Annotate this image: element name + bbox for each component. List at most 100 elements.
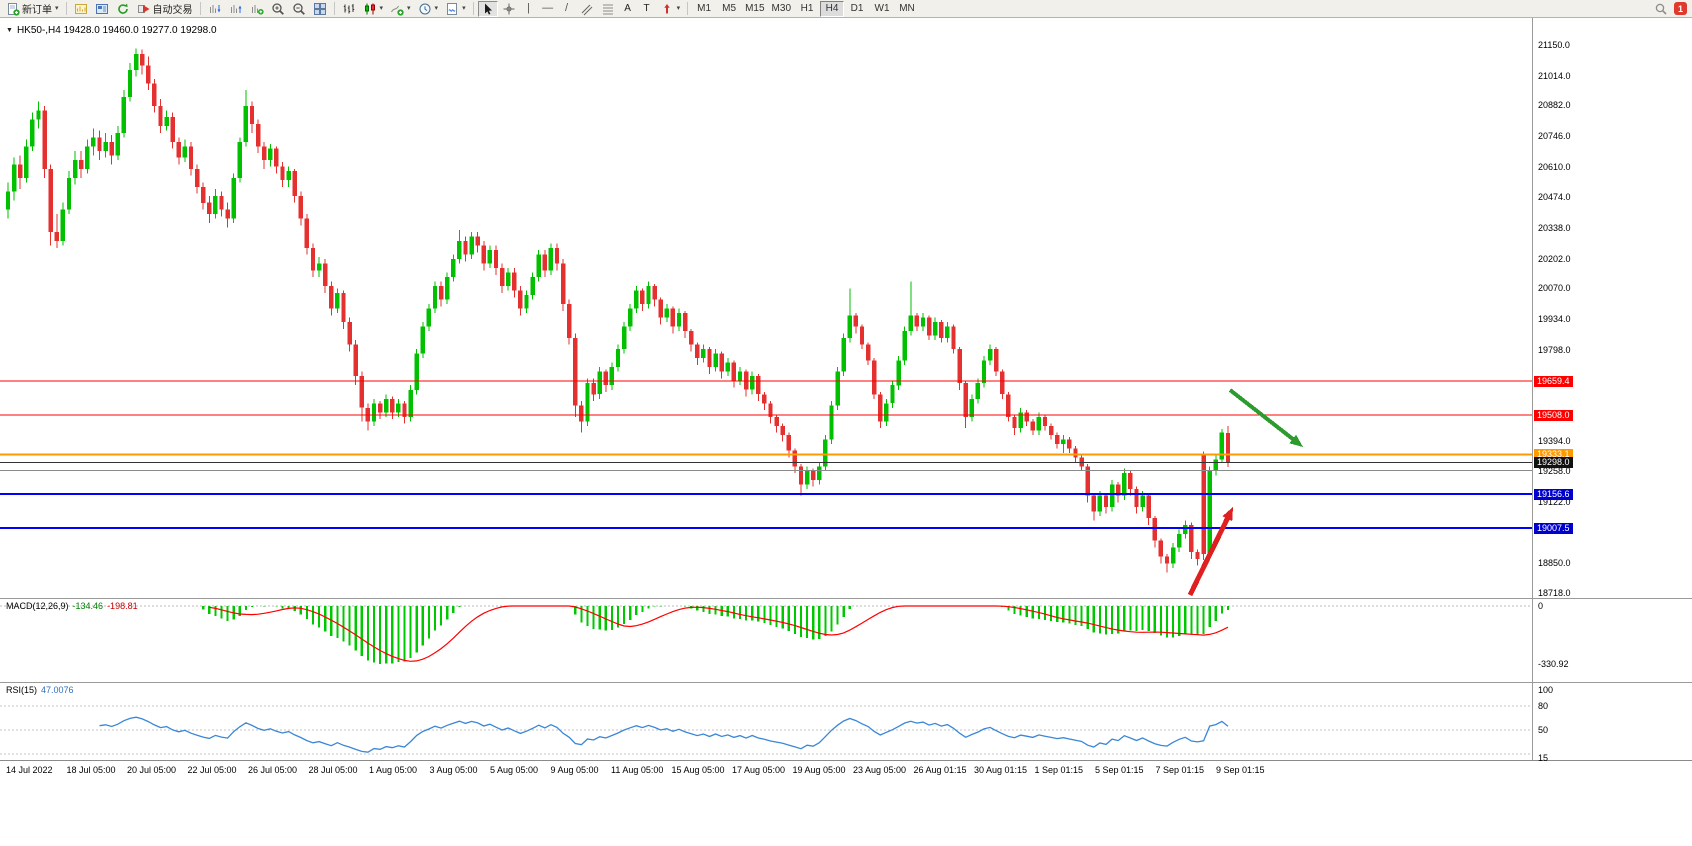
new-order-label: 新订单 — [22, 5, 52, 16]
indicators-button[interactable]: ▾ — [387, 1, 414, 17]
periods-button[interactable]: ▾ — [415, 1, 442, 17]
time-tick-label: 26 Aug 01:15 — [913, 765, 967, 775]
autotrading-icon — [137, 4, 150, 13]
profiles-icon — [95, 3, 108, 14]
chart-plus-icon — [251, 4, 264, 15]
indicator-plus-icon — [391, 5, 404, 16]
horizontal-line-icon: — — [542, 2, 554, 14]
horizontal-line-tool-button[interactable]: — — [539, 1, 557, 17]
equidistant-channel-icon — [581, 4, 592, 15]
chevron-down-icon: ▾ — [434, 5, 439, 12]
timeframe-m1-button[interactable]: M1 — [692, 1, 716, 17]
fibonacci-icon — [602, 4, 613, 14]
text-tool-button[interactable]: A — [619, 1, 637, 17]
macd-indicator-label: MACD(12,26,9) -134.46 -198.81 — [6, 601, 138, 611]
toolbar-separator — [333, 2, 335, 15]
new-order-button[interactable]: 新订单 ▾ — [3, 1, 62, 17]
timeframe-toolbar: M1 M5 M15 M30 H1 H4 D1 W1 MN — [692, 0, 919, 17]
text-label-tool-button[interactable]: T — [638, 1, 656, 17]
chevron-down-icon: ▾ — [379, 5, 384, 12]
time-tick-label: 22 Jul 05:00 — [187, 765, 237, 775]
vertical-line-tool-button[interactable]: | — [520, 1, 538, 17]
label-tool-icon: T — [643, 3, 650, 14]
time-tick-label: 1 Aug 05:00 — [369, 765, 418, 775]
timeframe-h4-button[interactable]: H4 — [820, 0, 844, 17]
timeframe-m15-button[interactable]: M15 — [742, 1, 767, 17]
timeframe-m30-button[interactable]: M30 — [769, 1, 794, 17]
autotrading-button[interactable]: 自动交易 — [134, 1, 196, 17]
chevron-down-icon: ▾ — [676, 5, 681, 12]
rsi-name: RSI(15) — [6, 685, 38, 695]
crosshair-tool-button[interactable] — [499, 1, 519, 17]
time-tick-label: 3 Aug 05:00 — [429, 765, 478, 775]
time-tick-label: 18 Jul 05:00 — [66, 765, 116, 775]
vertical-line-icon: | — [527, 2, 530, 14]
time-tick-label: 26 Jul 05:00 — [248, 765, 298, 775]
rsi-indicator-label: RSI(15) 47.0076 — [6, 685, 74, 695]
timeframe-h1-button[interactable]: H1 — [795, 1, 819, 17]
time-tick-label: 11 Aug 05:00 — [611, 765, 664, 775]
price-chart-canvas[interactable] — [0, 18, 1692, 598]
tile-windows-button[interactable] — [310, 1, 330, 17]
tile-windows-icon — [313, 2, 326, 15]
zoom-out-button[interactable] — [289, 1, 309, 17]
trendline-tool-button[interactable]: / — [558, 1, 576, 17]
candlestick-icon — [364, 3, 375, 14]
zoom-in-button[interactable] — [268, 1, 288, 17]
cursor-tool-button[interactable] — [477, 0, 498, 17]
navigator-button[interactable] — [113, 1, 133, 17]
ohlc-bars-icon — [343, 3, 354, 13]
time-tick-label: 17 Aug 05:00 — [732, 765, 786, 775]
timeframe-mn-button[interactable]: MN — [895, 1, 919, 17]
time-axis[interactable]: 14 Jul 2022 18 Jul 05:00 20 Jul 05:00 22 Ju… — [0, 760, 1692, 778]
chevron-down-icon: ▾ — [55, 5, 59, 12]
zoom-out-icon — [292, 2, 305, 15]
timeframe-d1-button[interactable]: D1 — [845, 1, 869, 17]
toolbar-separator — [65, 2, 67, 15]
time-tick-label: 5 Sep 01:15 — [1095, 765, 1144, 775]
time-tick-label: 7 Sep 01:15 — [1155, 765, 1205, 775]
time-tick-label: 28 Jul 05:00 — [308, 765, 358, 775]
profiles-button[interactable] — [92, 1, 112, 17]
time-tick-label: 15 Aug 05:00 — [671, 765, 725, 775]
timeframe-w1-button[interactable]: W1 — [870, 1, 894, 17]
toolbar-separator — [199, 2, 201, 15]
search-icon[interactable] — [1654, 2, 1668, 16]
bar-chart-type-button[interactable] — [339, 1, 359, 17]
collapse-icon[interactable]: ▼ — [6, 27, 13, 34]
fibonacci-tool-button[interactable] — [598, 1, 618, 17]
charts-button[interactable] — [71, 1, 91, 17]
arrows-tool-button[interactable]: ▾ — [657, 1, 684, 17]
chart-ohlc-header: ▼ HK50-,H4 19428.0 19460.0 19277.0 19298… — [6, 25, 217, 36]
macd-panel-canvas[interactable] — [0, 598, 1692, 682]
strategy-tester-button[interactable] — [247, 1, 267, 17]
macd-main-value: -134.46 — [72, 601, 104, 611]
text-tool-icon: A — [624, 3, 631, 14]
time-tick-label: 1 Sep 01:15 — [1034, 765, 1084, 775]
time-tick-label: 30 Aug 01:15 — [974, 765, 1028, 775]
main-toolbar: 新订单 ▾ 自动交易 — [0, 0, 1692, 18]
toolbar-separator — [472, 2, 474, 15]
timeframe-m5-button[interactable]: M5 — [717, 1, 741, 17]
macd-name: MACD(12,26,9) — [6, 601, 69, 611]
data-window-button[interactable] — [226, 1, 246, 17]
rsi-value: 47.0076 — [41, 685, 74, 695]
refresh-icon — [117, 3, 128, 14]
template-icon — [447, 2, 458, 15]
chart-up-arrow-icon — [230, 4, 242, 13]
chevron-down-icon: ▾ — [407, 5, 411, 12]
time-tick-label: 20 Jul 05:00 — [127, 765, 177, 775]
rsi-panel-canvas[interactable] — [0, 682, 1692, 760]
time-tick-label: 14 Jul 2022 — [6, 765, 53, 775]
market-watch-button[interactable] — [205, 1, 225, 17]
toolbar-right: 1 — [1654, 2, 1689, 16]
notification-badge[interactable]: 1 — [1674, 2, 1687, 15]
time-tick-label: 9 Sep 01:15 — [1216, 765, 1265, 775]
cursor-icon — [484, 3, 492, 15]
clock-icon — [419, 3, 431, 14]
templates-button[interactable]: ▾ — [442, 1, 469, 17]
channel-tool-button[interactable] — [577, 1, 597, 17]
time-tick-label: 5 Aug 05:00 — [490, 765, 539, 775]
arrow-objects-icon — [663, 3, 670, 13]
candlestick-type-button[interactable]: ▾ — [360, 1, 387, 17]
